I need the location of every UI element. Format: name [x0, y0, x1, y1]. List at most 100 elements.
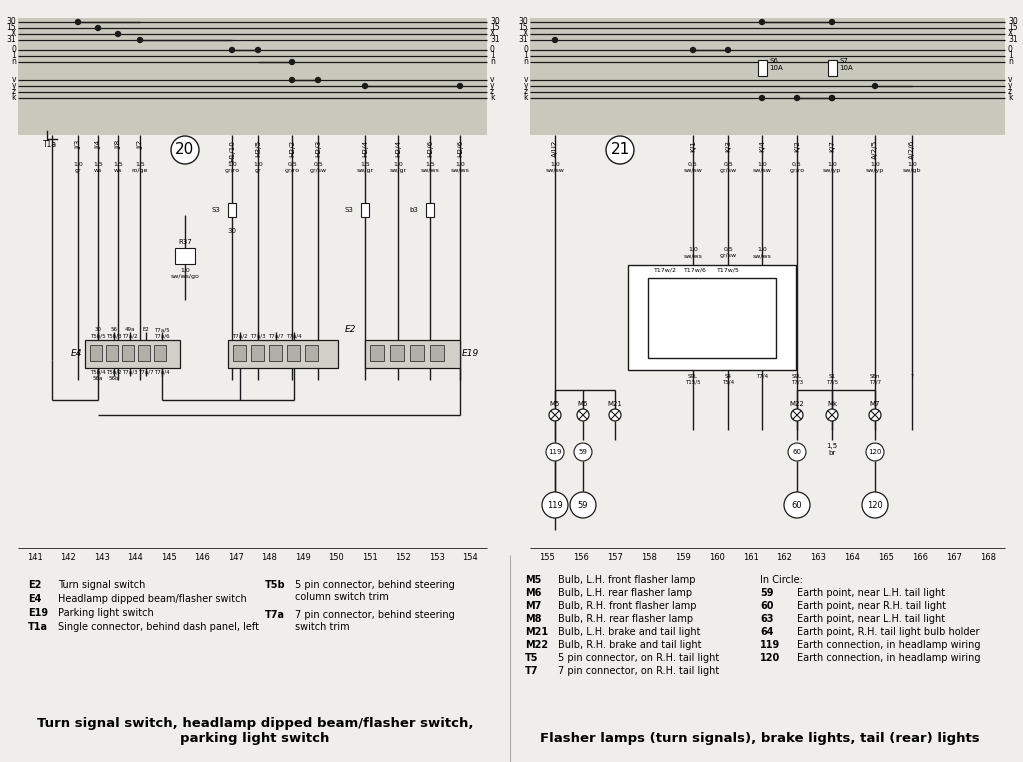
Text: v: v — [490, 75, 494, 85]
Circle shape — [116, 31, 121, 37]
Text: 1,5
sw/gr: 1,5 sw/gr — [356, 162, 373, 173]
Text: 0,5
gr/ro: 0,5 gr/ro — [790, 162, 804, 173]
Circle shape — [362, 84, 367, 88]
Text: 30
T5b/5: 30 T5b/5 — [90, 327, 105, 338]
Text: 120: 120 — [869, 449, 882, 455]
Text: S8n
T7/7: S8n T7/7 — [869, 374, 881, 385]
Bar — [287, 345, 300, 361]
Text: 0,5
gr/sw: 0,5 gr/sw — [309, 162, 326, 173]
Text: 49a
T7a/2: 49a T7a/2 — [122, 327, 138, 338]
Text: 0,5
sw/sw: 0,5 sw/sw — [683, 162, 703, 173]
Text: Bulb, L.H. front flasher lamp: Bulb, L.H. front flasher lamp — [558, 575, 696, 585]
Text: 142: 142 — [60, 553, 76, 562]
Text: y: y — [524, 82, 528, 91]
Circle shape — [862, 492, 888, 518]
Bar — [305, 345, 318, 361]
Text: M6: M6 — [525, 588, 541, 598]
Text: 64: 64 — [760, 627, 773, 637]
Text: E2: E2 — [28, 580, 41, 590]
Text: 30: 30 — [519, 18, 528, 27]
Text: K/1: K/1 — [690, 140, 696, 152]
Text: T5: T5 — [525, 653, 538, 663]
Text: 156: 156 — [573, 553, 589, 562]
Circle shape — [76, 20, 81, 24]
Text: n: n — [523, 57, 528, 66]
Text: S7
10A: S7 10A — [839, 58, 853, 71]
Text: J/2: J/2 — [137, 140, 143, 149]
Text: Earth connection, in headlamp wiring: Earth connection, in headlamp wiring — [797, 653, 980, 663]
Bar — [122, 345, 134, 361]
Circle shape — [171, 136, 199, 164]
Text: k: k — [1008, 94, 1013, 103]
Text: k: k — [11, 94, 16, 103]
Text: 150: 150 — [328, 553, 344, 562]
Text: 144: 144 — [128, 553, 143, 562]
Text: Parking light switch: Parking light switch — [58, 608, 153, 618]
Circle shape — [137, 37, 142, 43]
Text: 0,5
gr/sw: 0,5 gr/sw — [719, 162, 737, 173]
Text: 164: 164 — [844, 553, 860, 562]
Circle shape — [577, 409, 589, 421]
Text: 141: 141 — [27, 553, 43, 562]
Bar — [426, 203, 434, 217]
Text: T7a/7: T7a/7 — [268, 333, 283, 338]
Text: H2/4: H2/4 — [362, 140, 368, 157]
Circle shape — [549, 409, 561, 421]
Bar — [530, 18, 1005, 135]
Text: Earth point, near R.H. tail light: Earth point, near R.H. tail light — [797, 601, 946, 611]
Circle shape — [784, 492, 810, 518]
Text: 155: 155 — [539, 553, 554, 562]
Text: 162: 162 — [776, 553, 793, 562]
Text: Mk: Mk — [827, 401, 837, 407]
Circle shape — [229, 47, 234, 53]
Text: 146: 146 — [194, 553, 210, 562]
Text: 31: 31 — [1008, 36, 1018, 44]
Text: E2: E2 — [345, 325, 356, 334]
Text: M22: M22 — [790, 401, 804, 407]
Text: 168: 168 — [980, 553, 996, 562]
Text: ?: ? — [910, 374, 914, 379]
Text: 0,5
gr/ro: 0,5 gr/ro — [284, 162, 300, 173]
Bar — [410, 345, 424, 361]
Text: 20: 20 — [175, 142, 194, 158]
Text: 1,0
sw/sw: 1,0 sw/sw — [753, 162, 771, 173]
Text: M21: M21 — [608, 401, 622, 407]
Text: 1,5
ws: 1,5 ws — [114, 162, 123, 173]
Circle shape — [95, 25, 100, 30]
Circle shape — [290, 59, 295, 65]
Text: T17w/2: T17w/2 — [654, 267, 676, 272]
Circle shape — [759, 20, 764, 24]
Text: T17w/5: T17w/5 — [716, 267, 740, 272]
Text: K/7: K/7 — [829, 140, 835, 152]
Text: Bulb, R.H. brake and tail light: Bulb, R.H. brake and tail light — [558, 640, 702, 650]
Text: T7a/5
T7a/6: T7a/5 T7a/6 — [154, 327, 170, 338]
Text: X: X — [523, 30, 528, 39]
Text: 163: 163 — [810, 553, 827, 562]
Text: y: y — [490, 82, 494, 91]
Text: 30: 30 — [6, 18, 16, 27]
Text: S1
T7/5: S1 T7/5 — [826, 374, 838, 385]
Text: k: k — [490, 94, 494, 103]
Bar — [628, 265, 796, 370]
Circle shape — [691, 47, 696, 53]
Text: H1/10: H1/10 — [229, 140, 235, 162]
Text: H3/5: H3/5 — [255, 140, 261, 157]
Text: 5 pin connector, on R.H. tail light: 5 pin connector, on R.H. tail light — [558, 653, 719, 663]
Text: Bulb, R.H. front flasher lamp: Bulb, R.H. front flasher lamp — [558, 601, 697, 611]
Text: T7: T7 — [525, 666, 538, 676]
Text: M6: M6 — [578, 401, 588, 407]
Bar — [175, 248, 195, 264]
Circle shape — [725, 47, 730, 53]
Text: T7a/7: T7a/7 — [138, 370, 153, 375]
Text: 154: 154 — [462, 553, 478, 562]
Text: 30: 30 — [490, 18, 500, 27]
Text: 7 pin connector, behind steering
switch trim: 7 pin connector, behind steering switch … — [295, 610, 455, 632]
Circle shape — [795, 95, 800, 101]
Text: Earth connection, in headlamp wiring: Earth connection, in headlamp wiring — [797, 640, 980, 650]
Bar — [390, 345, 404, 361]
Text: 1,5
br: 1,5 br — [577, 443, 588, 456]
Text: E4: E4 — [71, 350, 82, 358]
Text: 1,0
br: 1,0 br — [870, 443, 881, 456]
Text: 1,5
sw/ws: 1,5 sw/ws — [420, 162, 440, 173]
Text: 1,0
sw/ws: 1,0 sw/ws — [753, 247, 771, 258]
